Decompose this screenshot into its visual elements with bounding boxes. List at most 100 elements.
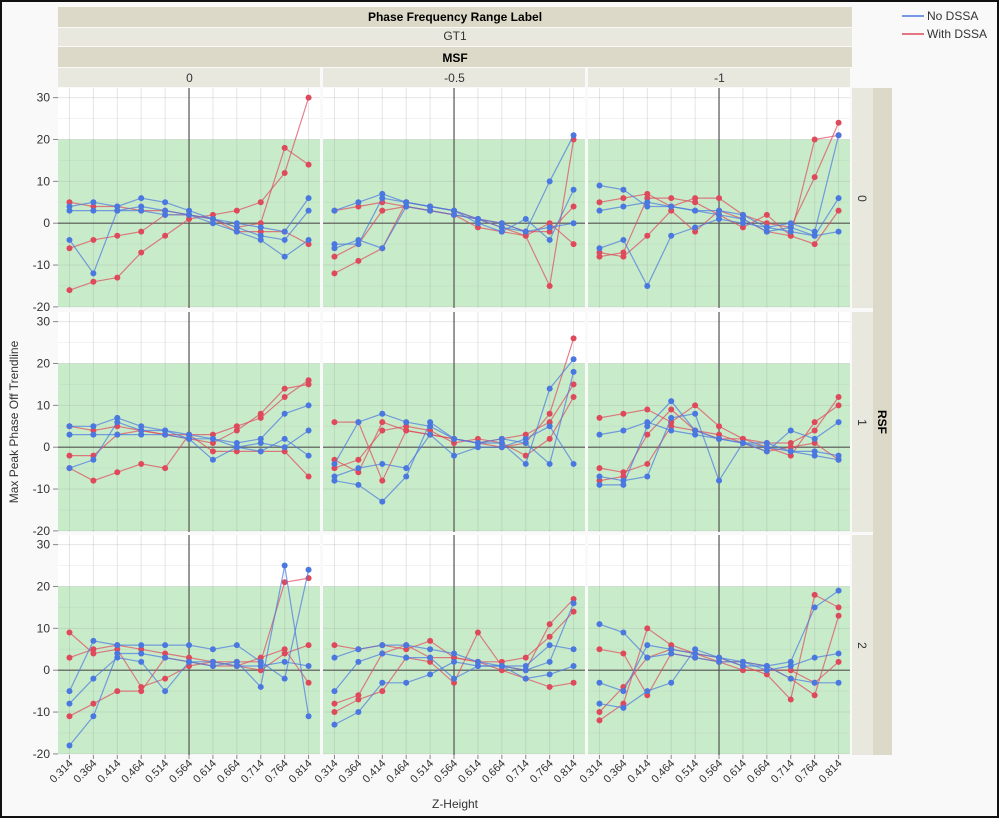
data-point <box>305 94 312 101</box>
data-point <box>644 199 651 206</box>
y-tick-label: -20 <box>33 524 51 538</box>
data-point <box>403 473 410 480</box>
data-point <box>546 671 553 678</box>
x-tick-label: 0.564 <box>432 758 460 786</box>
y-tick-label: 0 <box>43 663 50 677</box>
y-tick-label: 0 <box>43 440 50 454</box>
data-point <box>835 393 842 400</box>
data-point <box>209 456 216 463</box>
x-tick-label: 0.314 <box>313 758 341 786</box>
data-point <box>233 427 240 434</box>
data-point <box>162 199 169 206</box>
data-point <box>692 427 699 434</box>
data-point <box>138 427 145 434</box>
x-tick-label: 0.414 <box>625 758 653 786</box>
data-point <box>596 465 603 472</box>
data-point <box>66 742 73 749</box>
row-facet-value: 2 <box>855 642 869 649</box>
data-point <box>331 473 338 480</box>
data-point <box>281 169 288 176</box>
data-point <box>331 270 338 277</box>
data-point <box>570 596 577 603</box>
data-point <box>451 675 458 682</box>
x-tick-label: 0.814 <box>552 758 580 786</box>
data-point <box>811 427 818 434</box>
data-point <box>835 456 842 463</box>
data-point <box>138 688 145 695</box>
data-point <box>66 203 73 210</box>
data-point <box>620 477 627 484</box>
data-point <box>403 203 410 210</box>
y-tick-label: 20 <box>37 356 51 370</box>
data-point <box>644 625 651 632</box>
x-tick-label: 0.714 <box>504 758 532 786</box>
data-point <box>546 642 553 649</box>
data-point <box>427 646 434 653</box>
data-point <box>596 182 603 189</box>
data-point <box>522 654 529 661</box>
data-point <box>716 207 723 214</box>
data-point <box>90 477 97 484</box>
data-point <box>90 278 97 285</box>
data-point <box>209 216 216 223</box>
data-point <box>787 663 794 670</box>
data-point <box>668 679 675 686</box>
data-point <box>379 419 386 426</box>
data-point <box>233 448 240 455</box>
data-point <box>620 195 627 202</box>
data-point <box>114 688 121 695</box>
data-point <box>835 650 842 657</box>
data-point <box>162 650 169 657</box>
data-point <box>596 700 603 707</box>
data-point <box>811 136 818 143</box>
data-point <box>257 448 264 455</box>
data-point <box>257 654 264 661</box>
data-point <box>305 377 312 384</box>
data-point <box>474 440 481 447</box>
data-point <box>114 414 121 421</box>
data-point <box>644 232 651 239</box>
data-point <box>692 199 699 206</box>
data-point <box>835 119 842 126</box>
data-point <box>620 473 627 480</box>
data-point <box>305 402 312 409</box>
data-point <box>692 410 699 417</box>
data-point <box>620 203 627 210</box>
data-point <box>546 683 553 690</box>
data-point <box>305 452 312 459</box>
x-tick-label: 0.414 <box>360 758 388 786</box>
data-point <box>305 679 312 686</box>
data-point <box>403 423 410 430</box>
data-point <box>596 717 603 724</box>
data-point <box>66 465 73 472</box>
data-point <box>281 579 288 586</box>
data-point <box>668 642 675 649</box>
panel-rsf-2-msf--0.5 <box>323 535 585 755</box>
data-point <box>668 398 675 405</box>
data-point <box>596 249 603 256</box>
data-point <box>66 245 73 252</box>
data-point <box>257 435 264 442</box>
data-point <box>668 423 675 430</box>
data-point <box>257 440 264 447</box>
y-tick-label: 20 <box>37 579 51 593</box>
data-point <box>570 646 577 653</box>
data-point <box>811 448 818 455</box>
data-point <box>835 195 842 202</box>
y-tick-label: 0 <box>43 216 50 230</box>
data-point <box>403 679 410 686</box>
data-point <box>596 646 603 653</box>
data-point <box>668 646 675 653</box>
x-axis-label: Z-Height <box>432 797 479 811</box>
data-point <box>403 654 410 661</box>
data-point <box>305 236 312 243</box>
panel-rsf-0-msf--0.5 <box>323 88 585 308</box>
data-point <box>331 642 338 649</box>
data-point <box>186 211 193 218</box>
data-point <box>186 431 193 438</box>
y-tick-label: 20 <box>37 132 51 146</box>
data-point <box>546 423 553 430</box>
data-point <box>811 452 818 459</box>
x-tick-label: 0.664 <box>480 758 508 786</box>
data-point <box>162 654 169 661</box>
